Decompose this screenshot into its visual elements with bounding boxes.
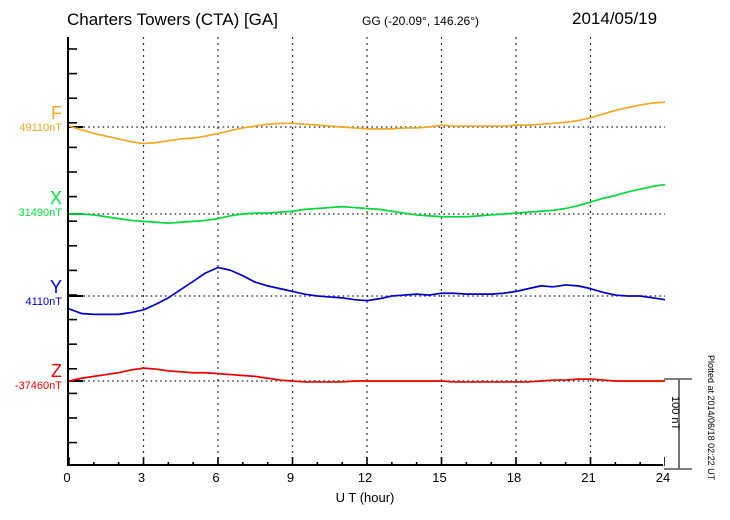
x-tick-label-0: 0: [63, 470, 71, 485]
component-symbol-x: X: [49, 188, 62, 208]
x-tick-label-24: 24: [655, 470, 671, 485]
x-axis-ticks: [69, 457, 665, 466]
scale-bar: [664, 378, 692, 470]
x-tick-label-9: 9: [286, 470, 295, 485]
component-label-f: F 49110nT: [0, 103, 62, 135]
component-label-y: Y 4110nT: [0, 277, 63, 309]
data-traces: [69, 101, 665, 383]
plotted-at-timestamp: Plotted at 2014/06/18 02:22 UT: [706, 355, 716, 481]
vertical-gridlines: [142, 37, 592, 466]
x-tick-label-12: 12: [357, 470, 373, 485]
component-label-x: X 31490nT: [0, 188, 62, 220]
x-tick-label-18: 18: [506, 470, 522, 485]
x-axis-title: U T (hour): [335, 490, 395, 505]
component-symbol-z: Z: [51, 361, 62, 381]
x-tick-label-6: 6: [212, 470, 220, 485]
scale-bar-label: 100 nT: [669, 396, 681, 431]
component-symbol-y: Y: [49, 277, 62, 297]
component-label-z: Z -37460nT: [0, 361, 62, 393]
component-baseline-f: 49110nT: [19, 122, 62, 134]
x-tick-label-3: 3: [137, 470, 146, 485]
component-baseline-y: 4110nT: [25, 296, 63, 308]
chart-header: Charters Towers (CTA) [GA] GG (-20.09°, …: [0, 0, 730, 36]
magnetogram-canvas: [69, 37, 665, 466]
component-symbol-f: F: [51, 103, 62, 123]
geographic-coordinates: GG (-20.09°, 146.26°): [362, 14, 479, 28]
y-axis-ticks: [69, 48, 77, 444]
observation-date: 2014/05/19: [572, 9, 658, 28]
page-title: Charters Towers (CTA) [GA]: [67, 10, 278, 29]
magnetogram-plot-area: [67, 37, 665, 466]
x-tick-label-15: 15: [432, 470, 447, 485]
x-tick-label-21: 21: [581, 470, 596, 485]
component-baseline-z: -37460nT: [14, 380, 62, 392]
component-baseline-x: 31490nT: [18, 207, 62, 219]
